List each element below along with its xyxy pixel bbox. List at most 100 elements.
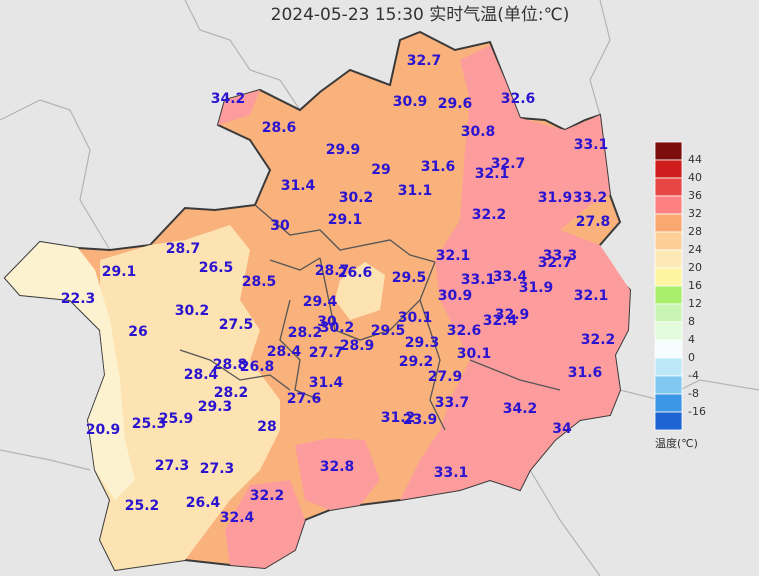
station-value: 32.1	[475, 166, 510, 182]
station-value: 34.2	[503, 401, 538, 417]
station-value: 26.6	[338, 265, 373, 281]
station-value: 29.5	[371, 323, 406, 339]
station-value: 31.4	[309, 375, 344, 391]
legend-swatch	[654, 393, 683, 413]
map-title: 2024-05-23 15:30 实时气温(单位:℃)	[271, 5, 570, 25]
station-value: 29	[371, 162, 390, 178]
county-borders	[179, 204, 561, 431]
station-value: 31.9	[519, 280, 554, 296]
station-value: 28.8	[213, 357, 248, 373]
station-value: 28	[257, 419, 276, 435]
station-value: 27.9	[428, 369, 463, 385]
station-value: 23.9	[403, 412, 438, 428]
legend-tick-label: 40	[688, 171, 702, 184]
station-value: 32.1	[574, 288, 609, 304]
station-value: 28.2	[214, 385, 249, 401]
station-value: 30	[270, 218, 290, 234]
cool-zone	[88, 225, 280, 570]
station-value: 20.9	[86, 422, 121, 438]
legend-title: 温度(℃)	[655, 436, 698, 450]
warm-zone	[218, 90, 260, 125]
station-value: 25.3	[132, 416, 167, 432]
station-value: 33.1	[574, 137, 609, 153]
legend-tick-label: 8	[688, 315, 695, 328]
legend-swatch	[654, 141, 683, 161]
warm-zone	[400, 45, 630, 500]
legend-swatch	[654, 195, 683, 215]
station-value: 29.1	[328, 212, 363, 228]
station-value: 26.4	[186, 495, 221, 511]
station-value: 32.4	[483, 313, 518, 329]
legend-swatch	[654, 159, 683, 179]
station-value: 32.7	[407, 53, 442, 69]
station-value: 34.2	[211, 91, 246, 107]
station-value: 30	[317, 314, 337, 330]
station-value: 28.4	[267, 344, 302, 360]
legend-swatch	[654, 213, 683, 233]
station-value: 33.1	[434, 465, 469, 481]
station-value: 32.2	[472, 207, 507, 223]
legend-swatch	[654, 285, 683, 305]
station-value: 28.9	[340, 338, 375, 354]
station-value: 31.6	[568, 365, 603, 381]
station-value: 27.3	[155, 458, 190, 474]
legend-tick-label: -16	[688, 405, 706, 418]
station-value: 32.4	[220, 510, 255, 526]
legend-swatch	[654, 321, 683, 341]
station-value: 29.1	[102, 264, 137, 280]
legend-tick-label: 16	[688, 279, 702, 292]
station-value: 30.9	[438, 288, 473, 304]
station-value: 30.9	[393, 94, 428, 110]
station-value: 29.6	[438, 96, 473, 112]
station-value: 30.1	[398, 310, 433, 326]
station-value: 27.6	[287, 391, 322, 407]
station-value: 33.4	[493, 269, 528, 285]
station-value: 25.2	[125, 498, 160, 514]
station-value: 29.9	[326, 142, 361, 158]
cool-zone	[5, 242, 135, 500]
legend-swatch	[654, 177, 683, 197]
legend-swatch	[654, 411, 683, 431]
legend-tick-label: 12	[688, 297, 702, 310]
station-value: 25.9	[159, 411, 194, 427]
station-value: 32.2	[581, 332, 616, 348]
station-value: 28.4	[184, 367, 219, 383]
station-value: 29.5	[392, 270, 427, 286]
station-value: 34	[552, 421, 572, 437]
station-value: 28.2	[288, 325, 323, 341]
legend-swatch	[654, 339, 683, 359]
station-value: 28.6	[262, 120, 297, 136]
station-value: 30.8	[461, 124, 496, 140]
legend-tick-label: 32	[688, 207, 702, 220]
station-value: 33.3	[543, 248, 578, 264]
legend-tick-label: 20	[688, 261, 702, 274]
station-value: 32.2	[250, 488, 285, 504]
station-value: 32.7	[538, 255, 573, 271]
legend-swatch	[654, 249, 683, 269]
station-value: 22.3	[61, 291, 96, 307]
legend-swatch	[654, 303, 683, 323]
station-value: 31.4	[281, 178, 316, 194]
legend-tick-label: 44	[688, 153, 702, 166]
station-value: 33.7	[435, 395, 470, 411]
legend-tick-label: 36	[688, 189, 702, 202]
station-value: 31.2	[381, 410, 416, 426]
station-value: 28.7	[315, 263, 350, 279]
station-value: 30.1	[457, 346, 492, 362]
station-value: 28.7	[166, 241, 201, 257]
station-value: 29.2	[399, 354, 434, 370]
station-value: 31.9	[538, 190, 573, 206]
station-value: 30.2	[339, 190, 374, 206]
station-value: 26.5	[199, 260, 234, 276]
station-value: 32.7	[491, 156, 526, 172]
legend-tick-label: 4	[688, 333, 695, 346]
warm-zone	[225, 480, 305, 568]
legend-swatch	[654, 357, 683, 377]
station-value: 32.1	[436, 248, 471, 264]
legend-tick-label: 24	[688, 243, 702, 256]
station-value: 30.2	[320, 320, 355, 336]
legend-tick-label: -4	[688, 369, 699, 382]
